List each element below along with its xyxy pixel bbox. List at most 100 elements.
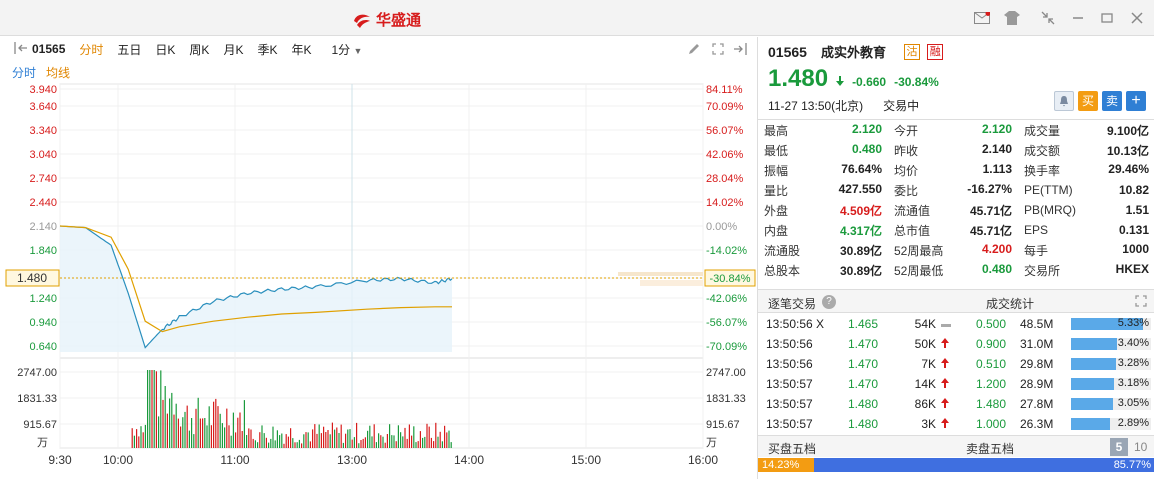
volume-bar xyxy=(272,426,274,448)
volume-bar xyxy=(448,430,450,448)
shrink-icon[interactable] xyxy=(1038,8,1058,28)
volume-bar xyxy=(158,416,160,448)
buy-button[interactable]: 买 xyxy=(1078,91,1098,111)
volume-bar xyxy=(362,438,364,448)
volume-bar xyxy=(345,433,347,448)
add-watchlist-button[interactable]: + xyxy=(1126,91,1146,111)
volume-bar xyxy=(325,432,327,448)
average-line xyxy=(59,225,452,333)
alert-bell-icon[interactable] xyxy=(1054,91,1074,111)
vol-tick-right: 1831.33 xyxy=(706,393,746,405)
volume-bar xyxy=(202,418,204,448)
volume-bar xyxy=(393,435,395,448)
volume-bar xyxy=(404,427,406,448)
trade-row: 13:50:56 X 1.465 54K 0.500 48.5M 5.33% xyxy=(758,314,1154,334)
trade-row: 13:50:57 1.480 3K 1.000 26.3M 2.89% xyxy=(758,414,1154,434)
mail-icon[interactable] xyxy=(972,8,992,28)
trade-volume: 54K xyxy=(914,317,936,331)
volume-bar xyxy=(402,436,404,448)
volume-bar xyxy=(386,434,388,448)
volume-bar xyxy=(305,432,307,448)
volume-bar xyxy=(316,433,318,448)
current-price-label: 1.480 xyxy=(17,271,47,285)
tab-weekly-k[interactable]: 周K xyxy=(189,42,210,57)
trade-time: 13:50:56 xyxy=(766,337,813,351)
stock-name: 成实外教育 xyxy=(820,45,886,60)
depth-5-button[interactable]: 5 xyxy=(1110,438,1128,456)
quote-value: 10.13亿 xyxy=(1106,143,1149,158)
trade-time: 13:50:56 xyxy=(766,357,813,371)
volume-bar xyxy=(347,429,349,448)
tab-monthly-k[interactable]: 月K xyxy=(223,42,244,57)
sub-tab-intraday[interactable]: 分时 xyxy=(12,66,37,80)
volume-bar xyxy=(197,397,199,448)
intraday-chart[interactable]: 3.940 84.11% 3.640 70.09% 3.340 56.07% 3.040 42… xyxy=(0,80,757,472)
quote-label: 均价 xyxy=(894,163,919,178)
quote-row: 外盘 4.509亿 流通值 45.71亿 PB(MRQ) 1.51 xyxy=(758,200,1154,220)
tab-five-day[interactable]: 五日 xyxy=(117,42,142,57)
trade-price: 1.470 xyxy=(848,357,879,371)
price-tick: 0.640 xyxy=(29,341,57,353)
pct-tick: -42.06% xyxy=(706,293,747,305)
volume-bar xyxy=(230,435,232,448)
buy-ratio-bar: 14.23% xyxy=(758,458,815,472)
volume-bar xyxy=(246,435,248,448)
quote-label: 52周最低 xyxy=(894,263,944,278)
stat-bar-fill xyxy=(1071,358,1116,370)
trade-tab[interactable]: 逐笔交易 xyxy=(768,297,817,311)
tab-daily-k[interactable]: 日K xyxy=(155,42,176,57)
stat-price: 1.000 xyxy=(976,417,1007,431)
interval-select[interactable]: 1分 ▼ xyxy=(331,41,362,58)
skin-icon[interactable] xyxy=(1002,8,1022,28)
quote-cell: 交易所 HKEX xyxy=(1018,262,1154,279)
quote-value: 1.51 xyxy=(1125,203,1149,217)
last-price: 1.480 xyxy=(768,65,829,92)
order-book-ratio: 14.23% 85.77% xyxy=(758,458,1154,472)
pct-tick: -56.07% xyxy=(706,317,747,329)
volume-bar xyxy=(287,436,289,448)
pct-tick: 70.09% xyxy=(706,101,744,113)
volume-bar xyxy=(235,432,237,448)
help-icon[interactable]: ? xyxy=(822,295,836,309)
collapse-right-icon[interactable] xyxy=(732,41,748,57)
volume-bar xyxy=(133,435,135,448)
quote-cell: 成交额 10.13亿 xyxy=(1018,142,1154,159)
margin-tag: 融 xyxy=(927,43,944,60)
tab-quarterly-k[interactable]: 季K xyxy=(257,42,278,57)
close-icon[interactable] xyxy=(1127,8,1147,28)
quote-value: 1000 xyxy=(1122,241,1149,256)
depth-10-button[interactable]: 10 xyxy=(1134,440,1148,454)
volume-bar xyxy=(270,438,272,448)
volume-bar xyxy=(169,398,171,448)
quote-cell: 均价 1.113 xyxy=(888,162,1018,179)
sub-tab-average[interactable]: 均线 xyxy=(46,66,71,80)
buy-ratio-text: 14.23% xyxy=(762,459,800,471)
tab-yearly-k[interactable]: 年K xyxy=(291,42,312,57)
volume-bar xyxy=(323,426,325,448)
volume-bar xyxy=(294,442,296,448)
volume-bar xyxy=(173,414,175,448)
volume-bar xyxy=(175,403,177,448)
depth-shadow xyxy=(618,272,703,276)
volume-bar xyxy=(415,442,417,448)
volume-bar xyxy=(351,439,353,448)
quote-value: -16.27% xyxy=(967,181,1012,196)
volume-bar xyxy=(329,434,331,448)
chevron-down-icon: ▼ xyxy=(353,45,363,56)
trade-row: 13:50:56 1.470 50K 0.900 31.0M 3.40% xyxy=(758,334,1154,354)
maximize-icon[interactable] xyxy=(1097,8,1117,28)
tab-intraday[interactable]: 分时 xyxy=(79,42,104,57)
quote-cell: 今开 2.120 xyxy=(888,122,1018,139)
sell-button[interactable]: 卖 xyxy=(1102,91,1122,111)
up-arrow-icon xyxy=(941,397,951,411)
stat-bar: 5.33% xyxy=(1071,317,1151,330)
quote-cell: 最低 0.480 xyxy=(758,142,888,159)
up-arrow-icon xyxy=(941,417,951,431)
pencil-icon[interactable] xyxy=(686,41,702,57)
trade-row: 13:50:57 1.470 14K 1.200 28.9M 3.18% xyxy=(758,374,1154,394)
minimize-icon[interactable] xyxy=(1068,8,1088,28)
collapse-left-icon[interactable] xyxy=(14,41,28,57)
stats-tab[interactable]: 成交统计 xyxy=(986,297,1035,311)
fullscreen-icon[interactable] xyxy=(710,41,726,57)
expand-icon[interactable] xyxy=(1135,295,1147,310)
